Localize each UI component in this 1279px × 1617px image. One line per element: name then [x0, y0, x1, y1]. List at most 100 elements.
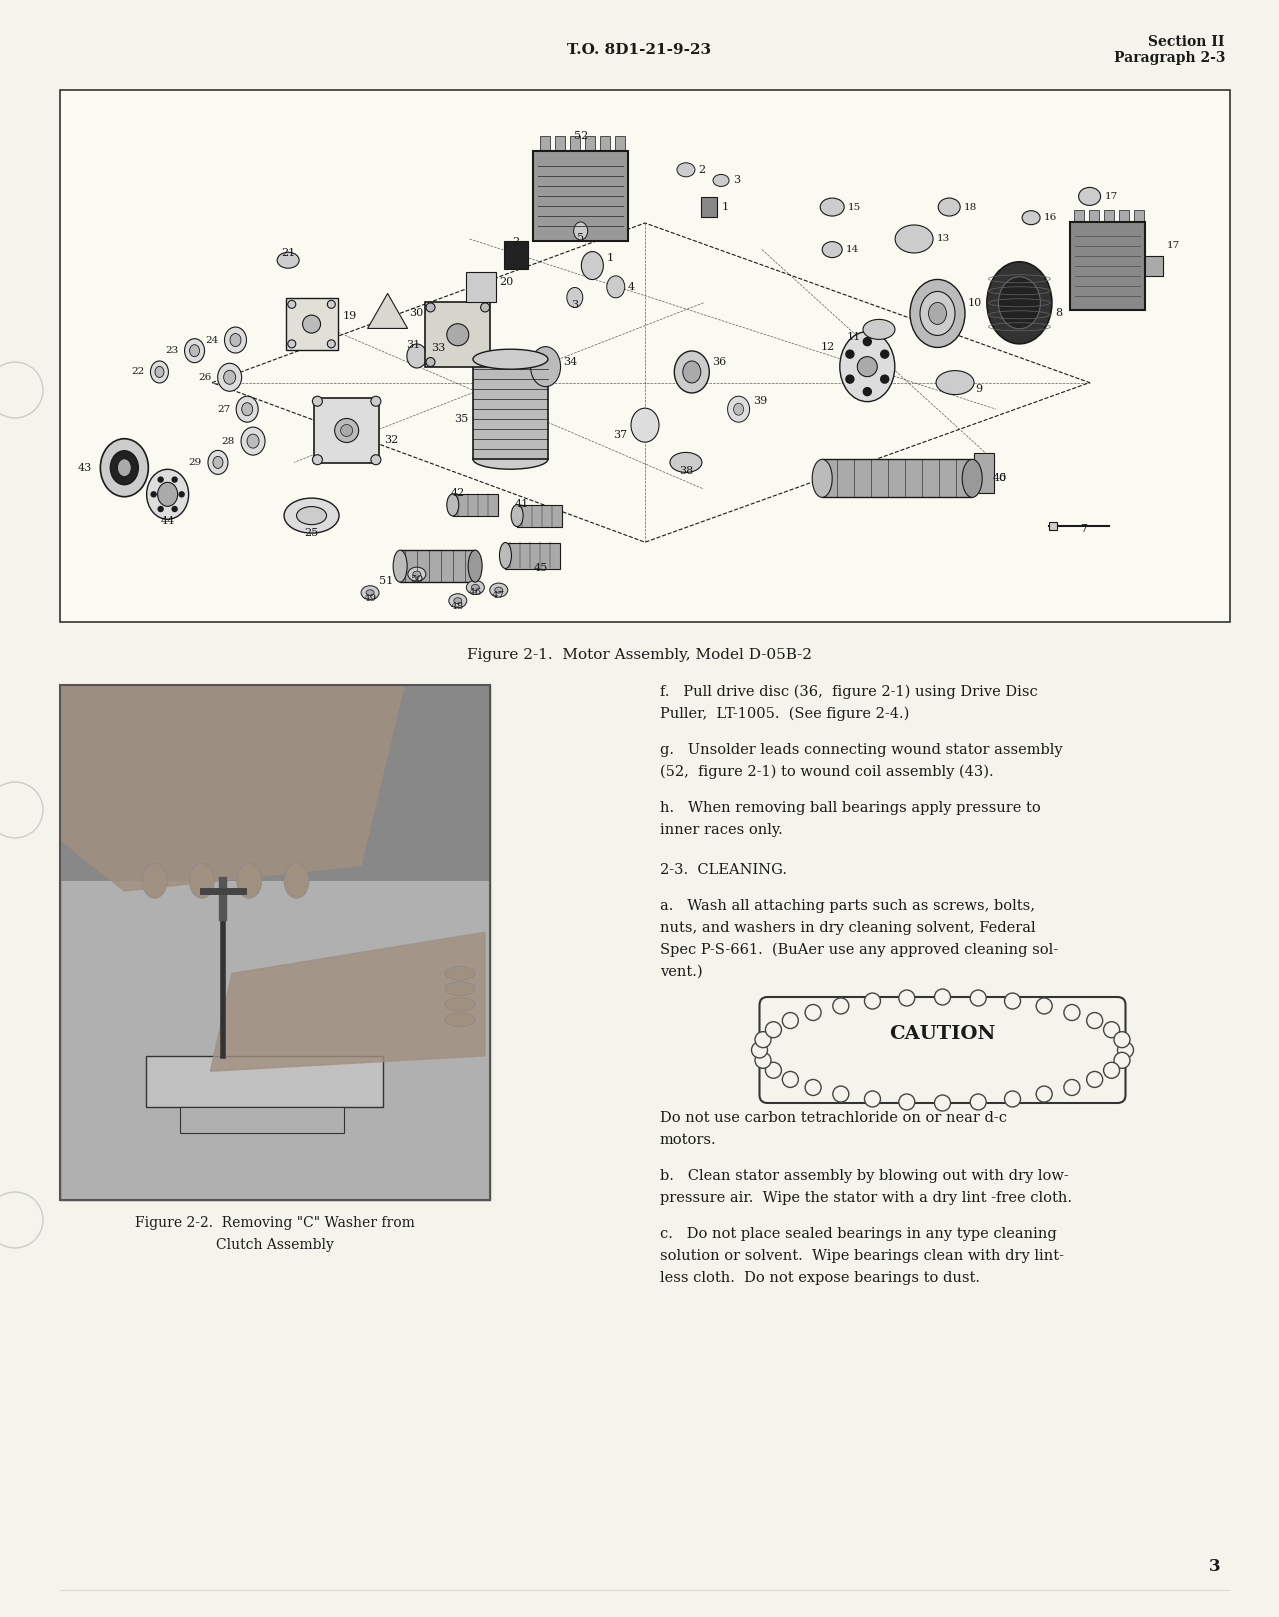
- Circle shape: [173, 506, 177, 511]
- Ellipse shape: [582, 252, 604, 280]
- Ellipse shape: [284, 863, 310, 897]
- Circle shape: [371, 396, 381, 406]
- Text: (52,  figure 2-1) to wound coil assembly (43).: (52, figure 2-1) to wound coil assembly …: [660, 765, 994, 779]
- Bar: [1145, 255, 1163, 275]
- Text: 11: 11: [847, 333, 861, 343]
- Text: 17: 17: [1105, 192, 1118, 201]
- Circle shape: [857, 357, 877, 377]
- Ellipse shape: [670, 453, 702, 472]
- Circle shape: [1004, 993, 1021, 1009]
- Circle shape: [899, 990, 914, 1006]
- Text: 23: 23: [165, 346, 179, 356]
- Text: 16: 16: [1044, 213, 1058, 222]
- Text: 2: 2: [698, 165, 705, 175]
- Ellipse shape: [189, 863, 215, 897]
- Circle shape: [1087, 1012, 1102, 1028]
- Ellipse shape: [217, 364, 242, 391]
- Text: vent.): vent.): [660, 965, 702, 978]
- Text: 24: 24: [205, 336, 219, 344]
- Text: 39: 39: [753, 396, 767, 406]
- Ellipse shape: [393, 550, 407, 582]
- Circle shape: [481, 302, 490, 312]
- Text: Paragraph 2-3: Paragraph 2-3: [1114, 52, 1225, 65]
- Text: 27: 27: [217, 404, 230, 414]
- Ellipse shape: [413, 571, 421, 577]
- Text: pressure air.  Wipe the stator with a dry lint -free cloth.: pressure air. Wipe the stator with a dry…: [660, 1192, 1072, 1205]
- Text: Do not use carbon tetrachloride on or near d-c: Do not use carbon tetrachloride on or ne…: [660, 1111, 1007, 1125]
- Bar: [1104, 210, 1114, 222]
- Text: 20: 20: [499, 277, 513, 286]
- Text: 34: 34: [564, 357, 578, 367]
- Circle shape: [1104, 1062, 1119, 1079]
- Text: 4: 4: [628, 281, 634, 291]
- Ellipse shape: [230, 333, 240, 346]
- Text: 25: 25: [304, 527, 318, 537]
- Text: 35: 35: [454, 414, 468, 424]
- Text: 3: 3: [733, 175, 741, 186]
- Circle shape: [783, 1072, 798, 1088]
- Circle shape: [863, 388, 871, 396]
- Bar: [1049, 522, 1056, 530]
- Ellipse shape: [683, 361, 701, 383]
- Text: T.O. 8D1-21-9-23: T.O. 8D1-21-9-23: [568, 44, 711, 57]
- Text: 45: 45: [533, 563, 547, 572]
- Bar: [400, 550, 476, 582]
- Circle shape: [312, 454, 322, 464]
- Ellipse shape: [987, 262, 1051, 344]
- Text: c.   Do not place sealed bearings in any type cleaning: c. Do not place sealed bearings in any t…: [660, 1227, 1056, 1240]
- Circle shape: [899, 1095, 914, 1109]
- Circle shape: [288, 301, 295, 309]
- Text: 47: 47: [492, 592, 505, 600]
- Text: 1: 1: [721, 202, 729, 212]
- Ellipse shape: [812, 459, 833, 498]
- Text: less cloth.  Do not expose bearings to dust.: less cloth. Do not expose bearings to du…: [660, 1271, 980, 1286]
- Ellipse shape: [574, 222, 587, 239]
- Circle shape: [288, 340, 295, 348]
- Bar: [615, 136, 625, 152]
- Circle shape: [881, 351, 889, 357]
- Ellipse shape: [495, 587, 503, 593]
- Ellipse shape: [512, 505, 523, 527]
- Text: 42: 42: [450, 488, 466, 498]
- Ellipse shape: [714, 175, 729, 186]
- Ellipse shape: [674, 351, 710, 393]
- Circle shape: [151, 492, 156, 496]
- Ellipse shape: [929, 302, 946, 325]
- Bar: [701, 197, 718, 217]
- Ellipse shape: [142, 863, 168, 897]
- Bar: [822, 459, 972, 498]
- Ellipse shape: [962, 459, 982, 498]
- Text: 41: 41: [515, 498, 530, 509]
- Ellipse shape: [468, 550, 482, 582]
- Circle shape: [446, 323, 469, 346]
- Text: 17: 17: [1166, 241, 1181, 251]
- Circle shape: [0, 362, 43, 419]
- Circle shape: [755, 1053, 771, 1069]
- Circle shape: [1087, 1072, 1102, 1088]
- Text: 43: 43: [78, 462, 92, 472]
- Ellipse shape: [449, 593, 467, 608]
- Circle shape: [783, 1012, 798, 1028]
- Circle shape: [804, 1080, 821, 1095]
- Circle shape: [1118, 1041, 1133, 1058]
- Polygon shape: [367, 293, 408, 328]
- Ellipse shape: [920, 291, 955, 335]
- Circle shape: [1104, 1022, 1119, 1038]
- Circle shape: [845, 351, 854, 357]
- Ellipse shape: [863, 320, 895, 340]
- Ellipse shape: [490, 584, 508, 597]
- Circle shape: [804, 1004, 821, 1020]
- Text: 32: 32: [384, 435, 398, 445]
- Text: 9: 9: [975, 383, 982, 393]
- Bar: [555, 136, 565, 152]
- Ellipse shape: [247, 433, 260, 448]
- Circle shape: [845, 375, 854, 383]
- Ellipse shape: [895, 225, 934, 252]
- Circle shape: [173, 477, 177, 482]
- Ellipse shape: [999, 277, 1040, 328]
- Text: 22: 22: [132, 367, 145, 377]
- Circle shape: [833, 1087, 849, 1103]
- Circle shape: [1064, 1004, 1079, 1020]
- Bar: [146, 1056, 382, 1108]
- Polygon shape: [60, 686, 404, 891]
